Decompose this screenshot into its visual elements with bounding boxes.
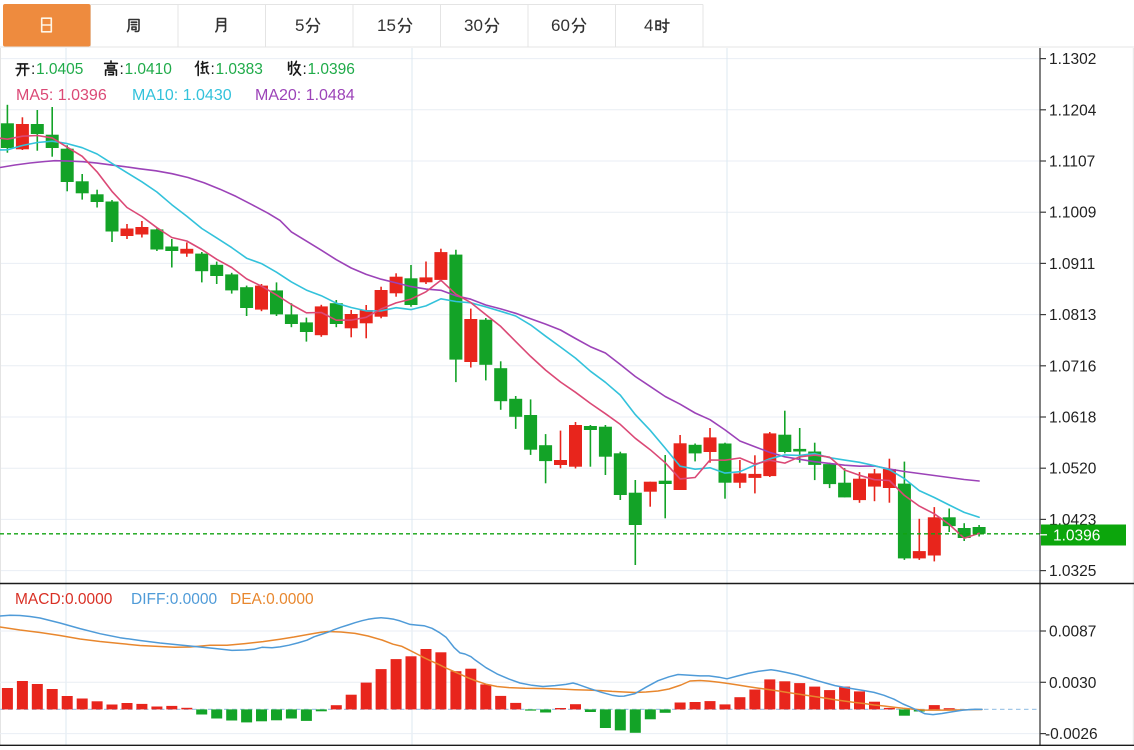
svg-text:1.0383: 1.0383 (216, 61, 263, 78)
svg-text:-0.0026: -0.0026 (1045, 726, 1098, 743)
svg-text:1.0618: 1.0618 (1049, 410, 1096, 427)
svg-text:4: 4 (644, 16, 653, 35)
svg-text:0.0030: 0.0030 (1049, 675, 1097, 692)
svg-text:1.1302: 1.1302 (1049, 51, 1096, 68)
svg-text:60: 60 (551, 16, 570, 35)
svg-text:1.0813: 1.0813 (1049, 307, 1096, 324)
svg-text:0.0087: 0.0087 (1049, 624, 1096, 641)
svg-text:1.0396: 1.0396 (1053, 528, 1100, 545)
svg-text::: : (120, 61, 124, 78)
svg-text::: : (303, 61, 307, 78)
svg-text:1.0410: 1.0410 (125, 61, 173, 78)
svg-text:1.1204: 1.1204 (1049, 102, 1097, 119)
svg-text:1.0716: 1.0716 (1049, 358, 1096, 375)
svg-text:1.1107: 1.1107 (1049, 154, 1095, 171)
svg-text:MACD:0.0000: MACD:0.0000 (15, 591, 113, 608)
svg-text:1.0520: 1.0520 (1049, 461, 1097, 478)
svg-text:1.0325: 1.0325 (1049, 563, 1096, 580)
svg-text:MA20: 1.0484: MA20: 1.0484 (255, 87, 355, 104)
svg-text::: : (31, 61, 35, 78)
svg-text:1.0396: 1.0396 (308, 61, 355, 78)
svg-text:MA5: 1.0396: MA5: 1.0396 (16, 87, 107, 104)
svg-text:DIFF:0.0000: DIFF:0.0000 (131, 591, 218, 608)
svg-text:1.1009: 1.1009 (1049, 205, 1096, 222)
svg-text:15: 15 (377, 16, 396, 35)
svg-text:DEA:0.0000: DEA:0.0000 (230, 591, 314, 608)
svg-text:30: 30 (464, 16, 483, 35)
svg-text:MA10: 1.0430: MA10: 1.0430 (132, 87, 232, 104)
svg-text:1.0911: 1.0911 (1049, 256, 1095, 273)
svg-text::: : (211, 61, 215, 78)
svg-text:1.0405: 1.0405 (36, 61, 83, 78)
svg-text:5: 5 (295, 16, 304, 35)
